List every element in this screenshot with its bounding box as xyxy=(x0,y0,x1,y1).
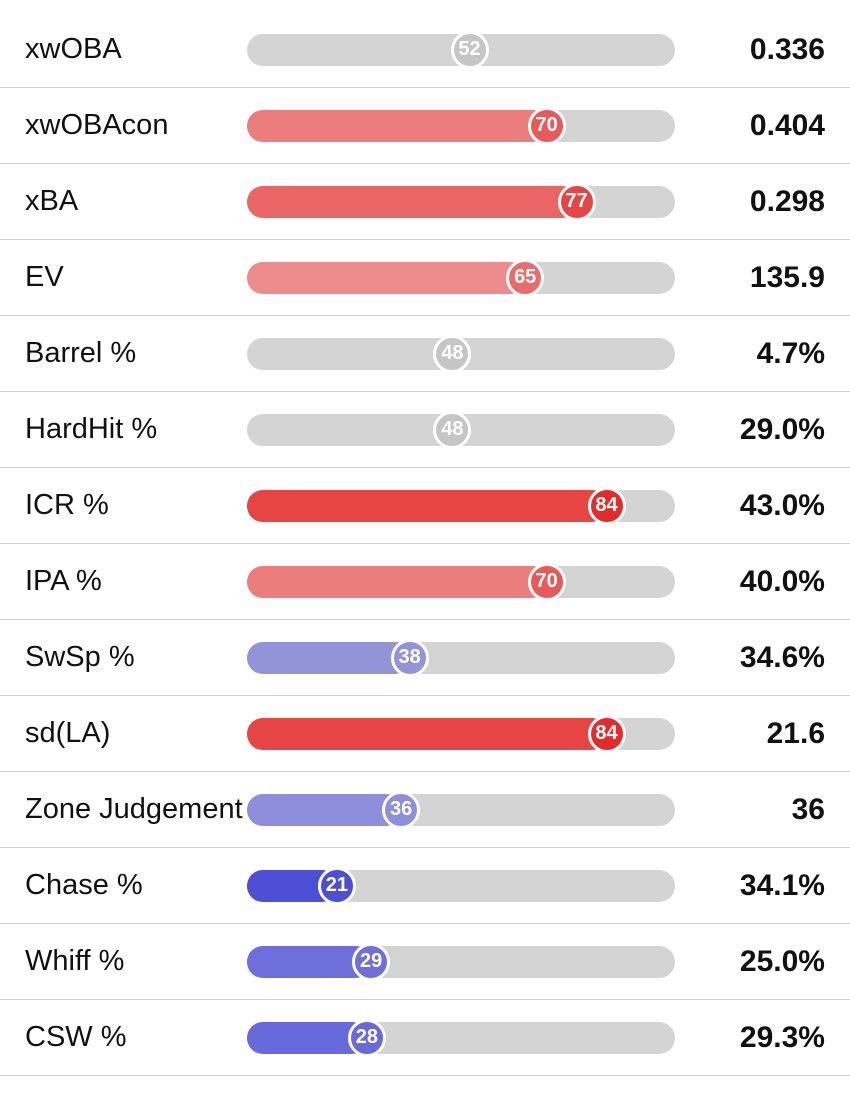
metric-row: CSW % 28 29.3% xyxy=(0,1000,850,1076)
metric-value: 0.404 xyxy=(675,109,825,143)
metric-bar-fill xyxy=(247,186,577,218)
metric-row: SwSp % 38 34.6% xyxy=(0,620,850,696)
metric-row: EV 65 135.9 xyxy=(0,240,850,316)
percentile-marker: 84 xyxy=(588,487,626,525)
metric-value: 40.0% xyxy=(675,565,825,599)
metric-row: IPA % 70 40.0% xyxy=(0,544,850,620)
percentile-marker: 29 xyxy=(352,943,390,981)
metric-row: xBA 77 0.298 xyxy=(0,164,850,240)
metric-value: 29.3% xyxy=(675,1021,825,1055)
metric-bar-fill xyxy=(247,34,470,66)
metric-bar-fill xyxy=(247,262,525,294)
metric-value: 36 xyxy=(675,793,825,827)
metric-bar: 36 xyxy=(247,794,675,826)
metric-bar: 21 xyxy=(247,870,675,902)
percentile-marker: 65 xyxy=(506,259,544,297)
metric-bar: 65 xyxy=(247,262,675,294)
metric-bar-fill xyxy=(247,642,410,674)
percentile-marker: 77 xyxy=(558,183,596,221)
metric-row: xwOBA 52 0.336 xyxy=(0,12,850,88)
metric-value: 135.9 xyxy=(675,261,825,295)
percentile-marker: 36 xyxy=(382,791,420,829)
metric-row: Chase % 21 34.1% xyxy=(0,848,850,924)
metric-label: xwOBA xyxy=(25,33,247,66)
metric-bar: 70 xyxy=(247,110,675,142)
metric-label: xBA xyxy=(25,185,247,218)
metric-label: EV xyxy=(25,261,247,294)
metric-row: ICR % 84 43.0% xyxy=(0,468,850,544)
metric-bar: 29 xyxy=(247,946,675,978)
metric-label: Whiff % xyxy=(25,945,247,978)
metric-row: HardHit % 48 29.0% xyxy=(0,392,850,468)
metric-bar-fill xyxy=(247,338,452,370)
metric-row: Whiff % 29 25.0% xyxy=(0,924,850,1000)
percentile-marker: 70 xyxy=(528,563,566,601)
metric-row: sd(LA) 84 21.6 xyxy=(0,696,850,772)
metric-bar: 84 xyxy=(247,718,675,750)
metric-value: 0.298 xyxy=(675,185,825,219)
metric-bar: 48 xyxy=(247,414,675,446)
metric-bar: 48 xyxy=(247,338,675,370)
metric-bar-fill xyxy=(247,414,452,446)
percentile-marker: 48 xyxy=(433,411,471,449)
metric-bar: 84 xyxy=(247,490,675,522)
metric-bar-fill xyxy=(247,794,401,826)
metric-label: SwSp % xyxy=(25,641,247,674)
metric-bar-fill xyxy=(247,490,607,522)
percentile-metrics-table: xwOBA 52 0.336 xwOBAcon 70 0.404 xBA 77 0.298 EV 6… xyxy=(0,12,850,1076)
metric-label: HardHit % xyxy=(25,413,247,446)
percentile-marker: 38 xyxy=(391,639,429,677)
metric-row: Barrel % 48 4.7% xyxy=(0,316,850,392)
percentile-marker: 84 xyxy=(588,715,626,753)
metric-value: 25.0% xyxy=(675,945,825,979)
metric-label: Chase % xyxy=(25,869,247,902)
metric-bar: 38 xyxy=(247,642,675,674)
metric-row: xwOBAcon 70 0.404 xyxy=(0,88,850,164)
percentile-marker: 70 xyxy=(528,107,566,145)
metric-bar: 70 xyxy=(247,566,675,598)
metric-label: Zone Judgement xyxy=(25,793,247,826)
metric-label: Barrel % xyxy=(25,337,247,370)
metric-label: IPA % xyxy=(25,565,247,598)
metric-label: sd(LA) xyxy=(25,717,247,750)
percentile-marker: 21 xyxy=(318,867,356,905)
metric-value: 21.6 xyxy=(675,717,825,751)
metric-bar: 52 xyxy=(247,34,675,66)
metric-value: 34.1% xyxy=(675,869,825,903)
metric-label: ICR % xyxy=(25,489,247,522)
percentile-marker: 28 xyxy=(348,1019,386,1057)
metric-bar-fill xyxy=(247,110,547,142)
metric-value: 29.0% xyxy=(675,413,825,447)
metric-bar: 28 xyxy=(247,1022,675,1054)
metric-value: 43.0% xyxy=(675,489,825,523)
metric-bar-fill xyxy=(247,566,547,598)
metric-value: 0.336 xyxy=(675,33,825,67)
percentile-marker: 48 xyxy=(433,335,471,373)
metric-label: xwOBAcon xyxy=(25,109,247,142)
metric-row: Zone Judgement 36 36 xyxy=(0,772,850,848)
metric-label: CSW % xyxy=(25,1021,247,1054)
metric-bar-fill xyxy=(247,718,607,750)
metric-bar: 77 xyxy=(247,186,675,218)
percentile-marker: 52 xyxy=(451,31,489,69)
metric-value: 34.6% xyxy=(675,641,825,675)
metric-value: 4.7% xyxy=(675,337,825,371)
